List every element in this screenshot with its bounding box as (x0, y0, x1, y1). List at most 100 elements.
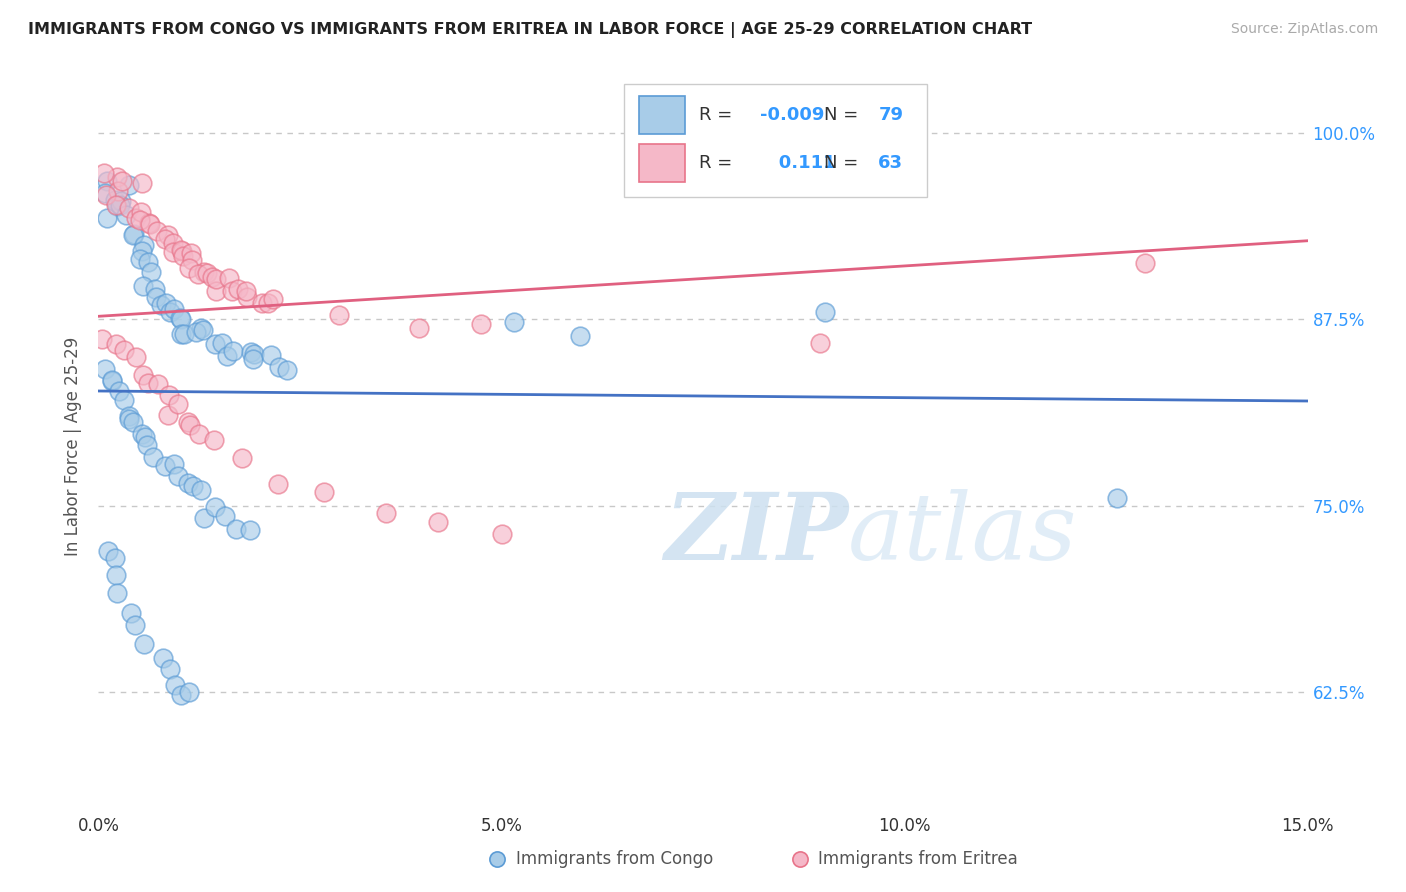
Point (118, 178, 141, 192)
Point (262, 292, 284, 306)
Text: atlas: atlas (848, 489, 1077, 579)
Point (108, 197, 131, 211)
Point (107, 184, 129, 198)
Point (136, 254, 159, 268)
Point (204, 500, 226, 514)
Point (110, 194, 132, 208)
Point (193, 265, 215, 279)
Point (93, 186, 115, 200)
Point (105, 586, 128, 600)
Point (181, 479, 204, 493)
Point (157, 409, 180, 423)
Point (190, 321, 212, 335)
Point (252, 296, 274, 310)
Point (170, 243, 193, 257)
Point (104, 568, 127, 582)
Point (205, 284, 228, 298)
Point (236, 290, 259, 304)
Text: Source: ZipAtlas.com: Source: ZipAtlas.com (1230, 22, 1378, 37)
Point (146, 224, 169, 238)
Point (155, 296, 177, 310)
Point (118, 412, 141, 426)
Point (177, 476, 200, 491)
Point (148, 376, 170, 391)
Point (225, 523, 247, 537)
Point (184, 325, 207, 339)
Point (128, 252, 150, 267)
Point (204, 336, 226, 351)
Point (162, 235, 184, 250)
Point (135, 437, 157, 451)
Point (162, 245, 184, 260)
Point (163, 678, 186, 692)
Point (117, 202, 139, 216)
Point (157, 227, 180, 242)
Point (408, 321, 430, 335)
Point (94, 362, 117, 376)
Point (242, 351, 264, 366)
Point (132, 238, 155, 252)
Point (122, 416, 145, 430)
Point (808, 335, 831, 350)
Point (105, 198, 128, 212)
Point (131, 176, 153, 190)
Point (104, 193, 127, 207)
Text: R =: R = (699, 154, 738, 172)
Point (91, 332, 114, 346)
Point (138, 216, 160, 230)
Point (131, 426, 153, 441)
Point (267, 360, 290, 375)
Point (222, 344, 245, 359)
Point (235, 284, 257, 298)
Point (142, 450, 165, 465)
Point (240, 345, 263, 359)
Text: Immigrants from Congo: Immigrants from Congo (516, 850, 713, 868)
Point (152, 651, 174, 665)
Point (214, 509, 236, 524)
Point (134, 637, 156, 651)
Point (132, 278, 155, 293)
Point (179, 685, 201, 699)
Point (153, 232, 176, 246)
Point (115, 208, 138, 222)
Point (170, 326, 193, 341)
Point (96, 174, 118, 188)
Point (112, 392, 135, 407)
Point (491, 527, 513, 541)
FancyBboxPatch shape (638, 95, 685, 134)
Point (139, 217, 162, 231)
Point (159, 305, 181, 319)
Point (312, 485, 335, 500)
Point (134, 430, 156, 444)
Point (166, 468, 188, 483)
Point (180, 246, 202, 260)
Point (191, 323, 214, 337)
Point (173, 327, 195, 342)
Point (231, 451, 253, 466)
Point (105, 337, 128, 351)
Text: -0.009: -0.009 (759, 105, 824, 124)
Point (427, 515, 450, 529)
Point (96, 211, 118, 225)
Point (201, 269, 224, 284)
Y-axis label: In Labor Force | Age 25-29: In Labor Force | Age 25-29 (65, 336, 83, 556)
Point (150, 298, 173, 312)
Point (228, 282, 250, 296)
Point (93, 166, 115, 180)
Point (1135, 255, 1157, 269)
Point (180, 253, 202, 268)
Point (256, 296, 278, 310)
Point (211, 335, 233, 350)
Point (100, 373, 122, 387)
Point (128, 213, 150, 227)
Point (170, 688, 193, 702)
Point (218, 270, 240, 285)
Point (170, 244, 193, 258)
Text: Immigrants from Eritrea: Immigrants from Eritrea (818, 850, 1018, 868)
Point (118, 409, 141, 424)
Point (221, 284, 243, 298)
Point (177, 415, 200, 429)
Text: N =: N = (824, 154, 863, 172)
Point (153, 458, 176, 473)
Text: ZIP: ZIP (664, 489, 848, 579)
